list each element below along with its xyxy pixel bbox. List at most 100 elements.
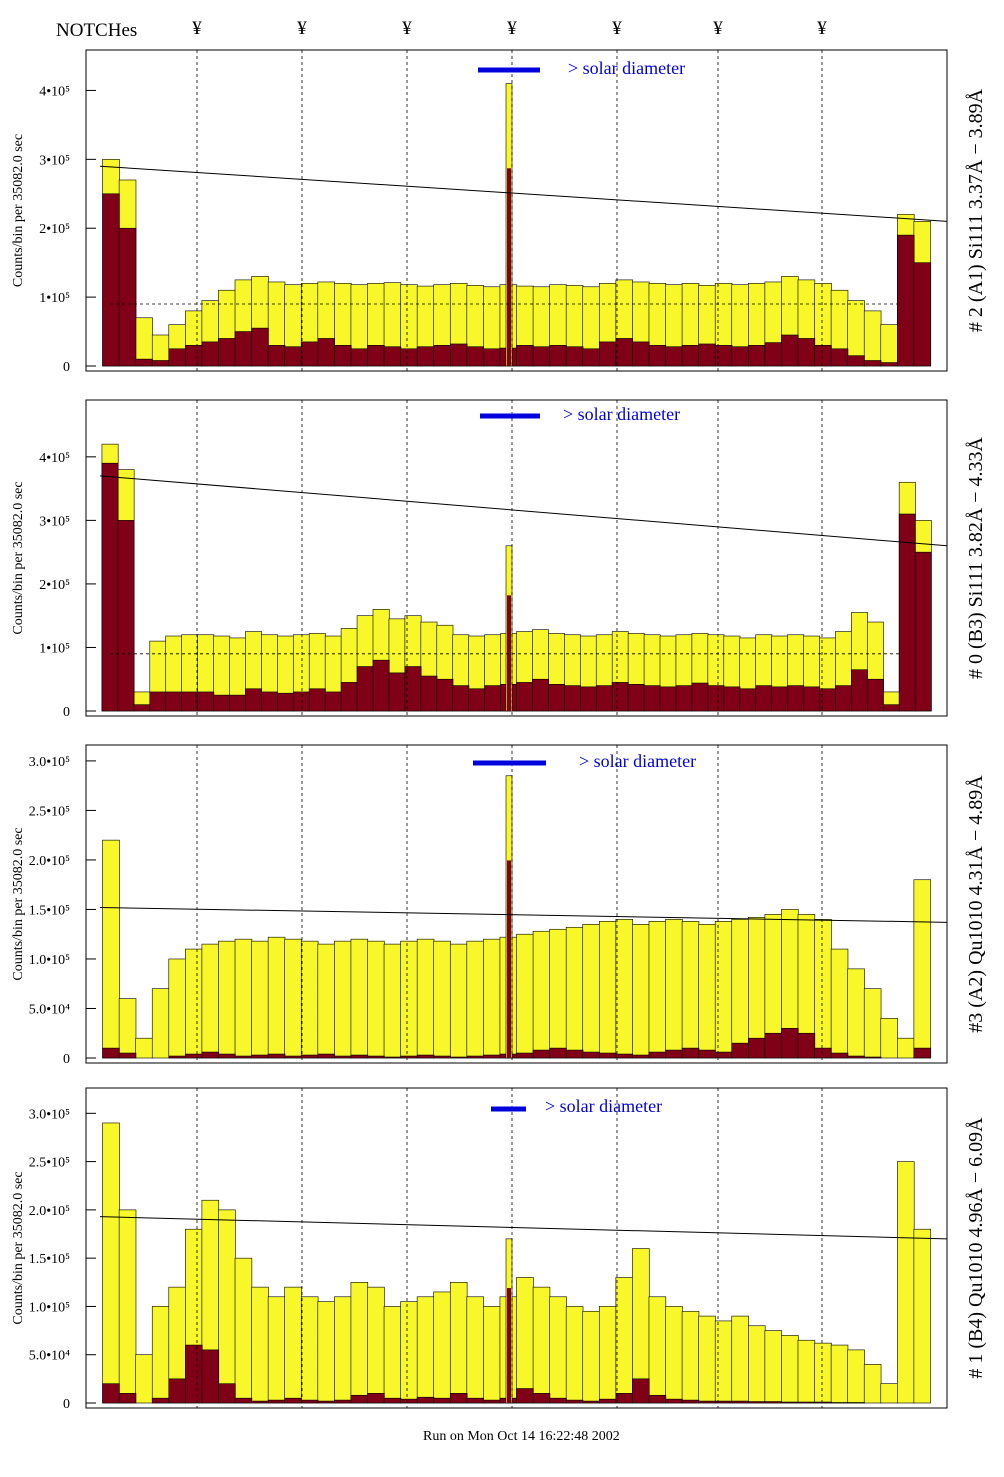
chart-a2-qu1010: 0 5.0•10⁴ 1.0•10⁵ 1.5•10⁵ 2.0•10⁵ 2.5•10⁵ 3.0•… <box>11 744 987 1067</box>
histogram-bar-total-21 <box>433 940 451 1059</box>
histogram-bar-subset-19 <box>388 672 406 712</box>
histogram-bar-total-14 <box>317 1301 335 1404</box>
histogram-bar-total-29 <box>565 926 584 1059</box>
histogram-bar-total-3 <box>135 317 153 367</box>
histogram-bar-subset-8 <box>218 1053 236 1059</box>
histogram-bar-subset-10 <box>251 327 269 367</box>
histogram-bar-total-3 <box>135 1354 153 1404</box>
histogram-bar-subset-15 <box>324 691 342 712</box>
histogram-bar-subset-34 <box>627 684 645 712</box>
histogram-bar-subset-47 <box>835 685 852 712</box>
histogram-bar-total-49 <box>897 1037 915 1059</box>
histogram-bar-total-50 <box>913 879 932 1059</box>
histogram-bar-subset-5 <box>168 348 186 367</box>
histogram-bar-total-37 <box>698 924 716 1059</box>
histogram-bar-subset-20 <box>416 1396 435 1404</box>
histogram-bar-subset-20 <box>416 346 435 367</box>
histogram-bar-subset-6 <box>185 1053 203 1059</box>
histogram-bar-subset-43 <box>797 338 816 367</box>
histogram-bar-subset-5 <box>168 1378 186 1404</box>
histogram-bar-subset-1 <box>101 462 119 712</box>
histogram-bar-total-31 <box>598 921 617 1059</box>
y-tick-label-1: 5.0•10⁴ <box>29 1002 70 1017</box>
histogram-bar-subset-31 <box>598 341 617 367</box>
histogram-bar-total-40 <box>748 1325 766 1404</box>
histogram-bar-total-16 <box>350 1282 369 1404</box>
histogram-bar-subset-45 <box>830 1052 849 1059</box>
histogram-bar-subset-5 <box>168 1055 186 1059</box>
histogram-bar-subset-10 <box>245 688 262 712</box>
histogram-bar-subset-40 <box>748 1401 766 1404</box>
histogram-bar-total-13 <box>300 940 319 1059</box>
panel-title: # 1 (B4) Qu1010 4.96Å − 6.09Å <box>965 1117 987 1379</box>
histogram-bar-subset-48 <box>880 362 898 367</box>
histogram-bar-total-18 <box>383 1306 402 1404</box>
histogram-bar-subset-23 <box>452 685 470 712</box>
histogram-bar-total-45 <box>830 1344 849 1404</box>
y-tick-label-3: 1.5•10⁵ <box>29 1252 70 1267</box>
histogram-bar-subset-32 <box>615 1393 634 1404</box>
histogram-bar-subset-17 <box>367 1055 385 1059</box>
histogram-bar-subset-32 <box>595 685 613 712</box>
histogram-bar-subset-15 <box>334 1055 352 1059</box>
panel-title: # 0 (B3) Si111 3.82Å − 4.33Å <box>965 436 987 679</box>
y-tick-label-2: 1.0•10⁵ <box>29 1300 70 1315</box>
histogram-bar-subset-24 <box>483 1054 501 1059</box>
histogram-bar-total-46 <box>847 1349 865 1404</box>
y-tick-label-6: 3.0•10⁵ <box>29 1107 70 1122</box>
histogram-bar-total-43 <box>797 1339 816 1404</box>
histogram-bar-subset-26 <box>516 1388 534 1404</box>
histogram-bar-total-28 <box>549 1296 567 1404</box>
histogram-bar-subset-3 <box>135 358 153 367</box>
y-tick-label-2: 1.0•10⁵ <box>29 953 70 968</box>
histogram-bar-subset-49 <box>897 234 915 367</box>
histogram-bar-subset-30 <box>582 348 600 367</box>
histogram-bar-total-14 <box>317 943 335 1059</box>
histogram-bar-total-2 <box>118 998 137 1059</box>
histogram-bar-subset-50 <box>913 1047 932 1059</box>
histogram-bar-subset-33 <box>611 682 629 712</box>
histogram-bar-total-22 <box>449 1282 468 1404</box>
histogram-bar-subset-2 <box>118 1052 137 1059</box>
histogram-bar-total-27 <box>532 930 551 1059</box>
histogram-bar-total-16 <box>350 938 369 1059</box>
histogram-bar-subset-18 <box>383 1056 402 1059</box>
histogram-bar-subset-29 <box>565 1399 584 1404</box>
histogram-bar-subset-30 <box>564 685 581 712</box>
histogram-bar-total-12 <box>284 1286 302 1404</box>
histogram-bar-subset-4 <box>151 1397 170 1404</box>
panel-b4: 0 5.0•10⁴ 1.0•10⁵ 1.5•10⁵ 2.0•10⁵ 2.5•10⁵ 3.0•… <box>0 1084 1004 1429</box>
histogram-bar-total-46 <box>847 968 865 1059</box>
histogram-bar-total-40 <box>748 917 766 1059</box>
histogram-bar-subset-18 <box>383 346 402 367</box>
histogram-bar-total-22 <box>449 943 468 1059</box>
histogram-bar-total-39 <box>731 1315 749 1404</box>
histogram-bar-subset-34 <box>648 345 667 367</box>
histogram-bar-subset-10 <box>251 1400 269 1404</box>
histogram-bar-total-35 <box>665 919 683 1059</box>
histogram-bar-total-44 <box>814 919 832 1059</box>
histogram-bar-total-4 <box>151 988 170 1059</box>
notch-marker-3: ¥ <box>402 18 412 39</box>
histogram-bar-subset-50 <box>882 704 900 712</box>
histogram-bar-subset-33 <box>632 341 650 367</box>
histogram-bar-total-20 <box>416 938 435 1059</box>
histogram-bar-total-23 <box>466 940 484 1059</box>
histogram-bar-subset-17 <box>356 666 374 712</box>
histogram-bar-subset-15 <box>334 345 352 367</box>
histogram-bar-subset-5 <box>165 691 183 712</box>
histogram-bar-subset-12 <box>284 1397 302 1404</box>
histogram-bar-subset-12 <box>284 1055 302 1059</box>
histogram-bar-subset-40 <box>748 1037 766 1059</box>
histogram-bar-subset-29 <box>565 1049 584 1059</box>
histogram-bar-subset-40 <box>748 345 766 367</box>
histogram-bar-subset-18 <box>383 1397 402 1404</box>
histogram-bar-total-30 <box>582 1310 600 1404</box>
histogram-bar-subset-35 <box>665 1398 683 1404</box>
histogram-bar-subset-8 <box>213 694 231 712</box>
histogram-bar-subset-33 <box>632 1378 650 1404</box>
histogram-bar-total-42 <box>781 1335 799 1404</box>
histogram-bar-subset-13 <box>300 1399 319 1404</box>
histogram-bar-subset-41 <box>764 342 783 367</box>
histogram-bar-total-33 <box>632 924 650 1059</box>
